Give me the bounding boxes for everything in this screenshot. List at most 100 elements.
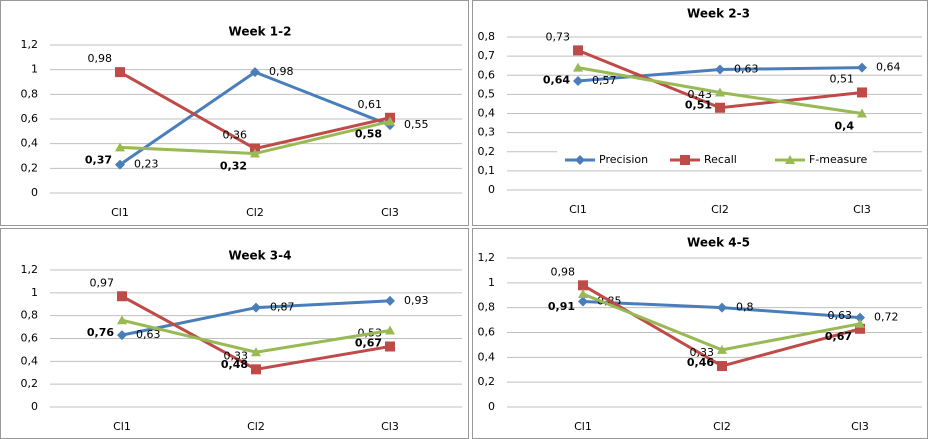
y-tick-label: 0,8 [478,30,496,43]
data-label: 0,63 [734,63,759,76]
marker [715,64,725,75]
y-tick-label: 0,4 [478,350,496,363]
x-tick-label: Cl3 [381,206,399,219]
marker [117,291,127,302]
data-label: 0,98 [88,52,113,65]
y-tick-label: 1,2 [21,263,39,276]
y-tick-label: 0,6 [478,326,496,339]
data-label: 0,67 [825,330,852,343]
marker [385,116,395,126]
marker [385,325,395,335]
panel [472,228,928,439]
x-tick-label: Cl2 [246,206,264,219]
legend-label: F-measure [809,153,868,166]
y-tick-label: 0,3 [478,126,496,139]
chart-title: Week 3-4 [229,249,292,263]
marker [573,75,583,86]
y-tick-label: 0,2 [478,145,496,158]
marker [717,344,727,354]
y-tick-label: 0 [488,400,495,413]
y-tick-label: 0 [488,183,495,196]
data-label: 0,93 [404,294,429,307]
marker [573,45,583,56]
legend-box [557,150,873,170]
marker [855,323,865,334]
marker [117,315,127,325]
y-tick-label: 0 [31,400,38,413]
y-tick-label: 0,8 [21,87,39,100]
data-label: 0,33 [690,346,715,359]
data-label: 0,98 [551,265,576,278]
data-label: 0,97 [90,276,115,289]
marker [785,155,795,164]
data-label: 0,48 [221,358,248,371]
y-tick-label: 0,7 [478,49,496,62]
data-label: 0,46 [687,356,714,369]
y-tick-label: 0,2 [21,161,39,174]
marker [251,302,261,313]
marker [115,159,125,170]
y-tick-label: 0,6 [21,332,39,345]
y-tick-label: 0,5 [478,87,496,100]
marker [251,347,261,357]
marker [385,341,395,352]
marker [250,67,260,78]
data-label: 0,51 [685,98,712,111]
marker [115,142,125,152]
data-label: 0,51 [830,72,855,85]
x-tick-label: Cl2 [713,420,731,433]
x-tick-label: Cl3 [851,420,869,433]
y-tick-label: 1 [488,276,495,289]
y-tick-label: 0,4 [478,107,496,120]
data-label: 0,67 [355,337,382,350]
y-tick-label: 0,6 [478,68,496,81]
data-label: 0,63 [828,309,853,322]
data-label: 0,37 [85,153,112,166]
marker [857,62,867,73]
y-tick-label: 0,6 [21,112,39,125]
data-label: 0,72 [874,311,899,324]
x-tick-label: Cl3 [381,420,399,433]
y-tick-label: 0,4 [21,137,39,150]
marker [578,280,588,291]
marker [857,87,867,98]
x-tick-label: Cl2 [247,420,265,433]
x-tick-label: Cl2 [711,203,729,216]
data-label: 0,57 [592,74,617,87]
marker [575,155,585,165]
x-tick-label: Cl1 [569,203,587,216]
data-label: 0,32 [220,160,247,173]
marker [680,155,690,165]
y-tick-label: 0 [31,186,38,199]
marker [857,108,867,118]
data-label: 0,55 [404,118,429,131]
marker [715,102,725,113]
chart-title: Week 4-5 [687,236,750,250]
data-label: 0,23 [134,158,159,171]
data-label: 0,91 [548,300,575,313]
marker [717,361,727,372]
chart-title: Week 1-2 [229,25,292,39]
marker [578,289,588,299]
marker [573,62,583,72]
y-tick-label: 1,2 [478,251,496,264]
marker [250,148,260,158]
x-tick-label: Cl1 [111,206,129,219]
data-label: 0,61 [358,98,383,111]
legend-label: Recall [704,153,737,166]
data-label: 0,33 [224,349,249,362]
data-label: 0,73 [546,30,571,43]
data-label: 0,36 [223,129,248,142]
y-tick-label: 1 [31,63,38,76]
x-tick-label: Cl1 [574,420,592,433]
legend-label: Precision [599,153,648,166]
marker [578,296,588,307]
y-tick-label: 0,8 [21,309,39,322]
marker [855,312,865,323]
data-label: 0,58 [355,127,382,140]
marker [117,330,127,341]
data-label: 0,87 [270,301,295,314]
data-label: 0,8 [736,301,754,314]
marker [715,87,725,97]
data-label: 0,64 [543,74,570,87]
